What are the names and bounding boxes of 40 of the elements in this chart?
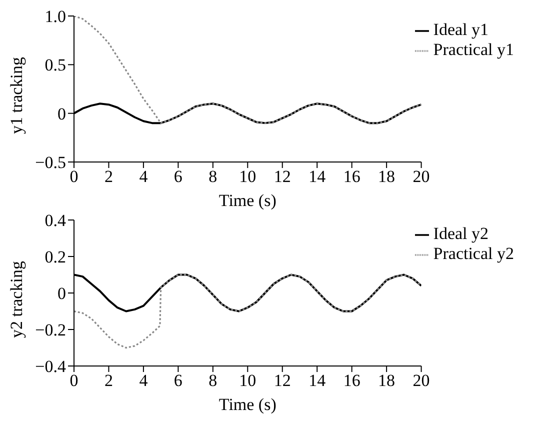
line-series [74,274,422,349]
x-tick-label: 16 [343,167,360,186]
x-tick-label: 6 [174,371,182,390]
x-axis-title: Time (s) [218,191,276,210]
x-tick-label: 6 [174,167,182,186]
y-tick-label: 1.0 [44,7,66,26]
x-tick-label: 0 [70,371,78,390]
y-axis-title: y1 tracking [7,56,26,134]
x-tick-label: 14 [308,371,326,390]
x-tick-label: 4 [139,371,148,390]
y-tick-label: −0.4 [35,357,66,376]
y-tick-label: 0 [58,284,66,304]
y-axis-title: y2 tracking [7,260,26,338]
x-tick-label: 2 [104,167,113,186]
x-tick-label: 8 [208,371,218,390]
y-tick-label: 0.4 [44,211,66,230]
legend-label: Practical y2 [433,244,514,263]
x-tick-label: 18 [378,371,396,390]
x-tick-label: 12 [274,371,291,390]
x-tick-label: 18 [378,167,396,186]
x-tick-label: 10 [239,371,256,390]
x-tick-label: 4 [139,167,148,186]
x-tick-label: 10 [239,167,256,186]
x-tick-label: 20 [412,167,430,186]
y-tick-label: −0.5 [35,153,66,172]
x-tick-label: 8 [208,167,218,186]
y-tick-label: −0.2 [35,320,66,340]
legend-label: Ideal y2 [433,224,489,243]
y-tick-label: 0.5 [44,56,66,75]
x-tick-label: 12 [274,167,291,186]
legend-label: Ideal y1 [433,20,489,39]
x-tick-label: 0 [70,167,78,186]
legend-label: Practical y1 [433,40,514,59]
x-tick-label: 2 [104,371,113,390]
x-axis-title: Time (s) [218,395,276,414]
x-tick-label: 14 [308,167,326,186]
x-tick-label: 20 [412,371,430,390]
y-tick-label: 0.2 [44,248,66,267]
y-tick-label: 0 [58,104,66,124]
x-tick-label: 16 [343,371,360,390]
